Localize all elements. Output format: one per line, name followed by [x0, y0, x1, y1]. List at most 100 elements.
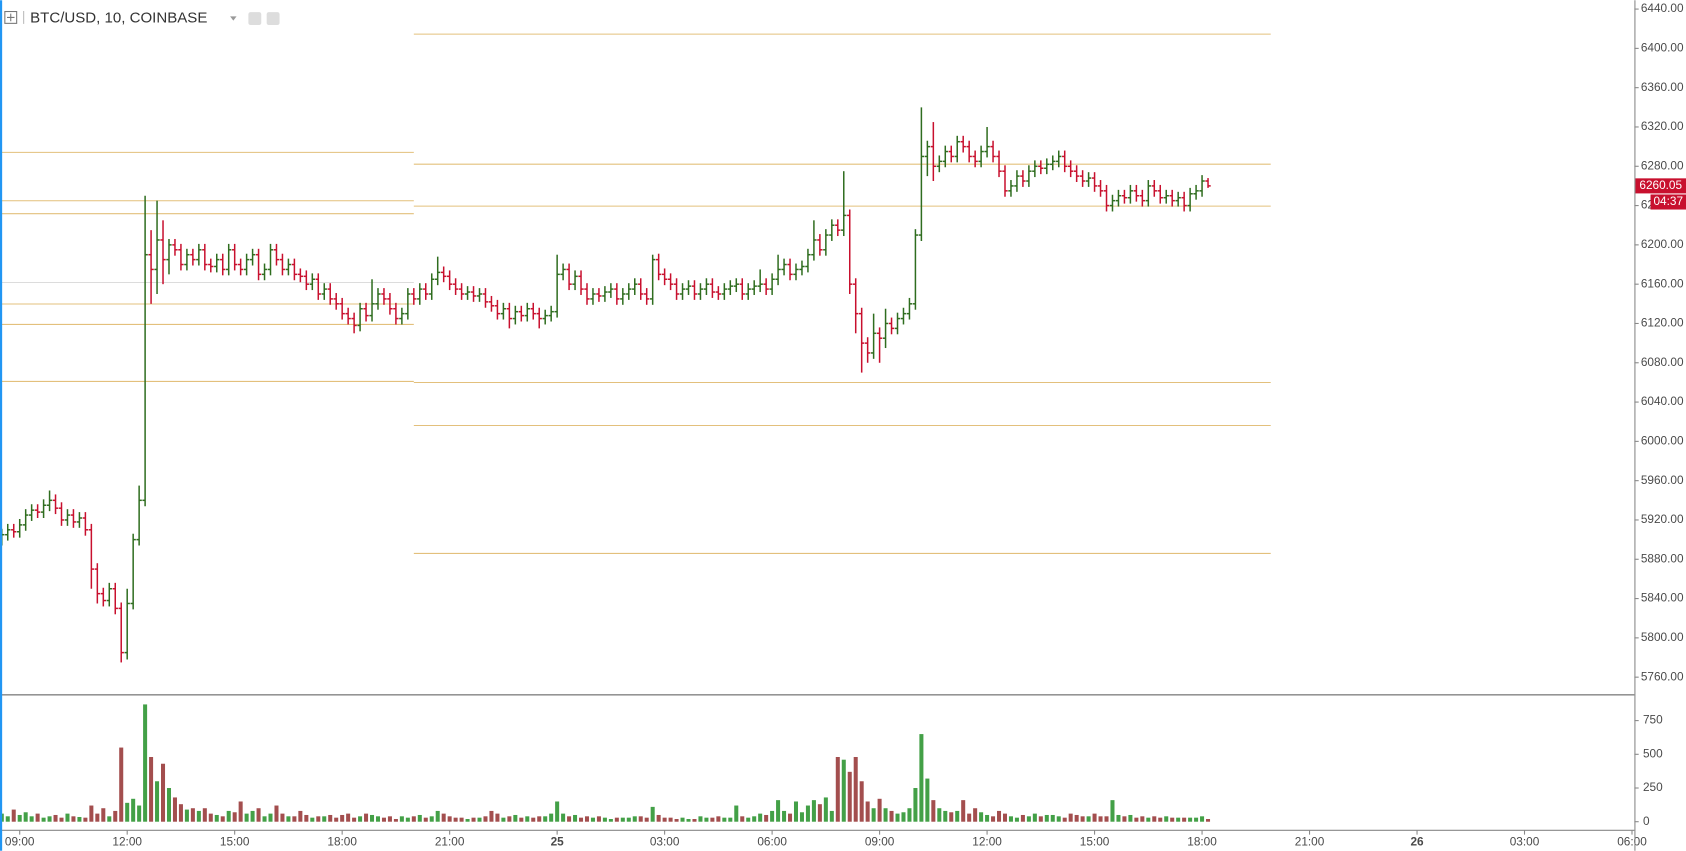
x-tick-label: 18:00	[1187, 834, 1217, 848]
volume-bar	[961, 800, 966, 822]
volume-bar	[829, 810, 834, 822]
volume-bar	[59, 817, 64, 822]
volume-bar	[202, 808, 207, 822]
volume-bar	[77, 816, 82, 822]
volume-bar	[1032, 813, 1037, 822]
volume-bar	[238, 801, 243, 822]
volume-bar	[1134, 817, 1139, 822]
volume-bar	[543, 816, 548, 822]
volume-bar	[274, 805, 279, 822]
volume-bar	[268, 813, 273, 822]
volume-bar	[1092, 813, 1097, 822]
volume-bar	[1182, 817, 1187, 822]
y-tick-label: 6200.00	[1641, 237, 1684, 251]
volume-bar	[328, 814, 333, 822]
volume-tick-label: 750	[1643, 713, 1663, 727]
volume-bar	[316, 816, 321, 822]
volume-bar	[1038, 816, 1043, 822]
volume-bar	[71, 816, 76, 822]
volume-bar	[525, 816, 530, 822]
y-tick-label: 6360.00	[1641, 80, 1684, 94]
y-tick-label: 6000.00	[1641, 433, 1684, 447]
volume-bar	[125, 802, 130, 822]
symbol-toolbar: BTC/USD, 10, COINBASE	[4, 9, 280, 26]
volume-bar	[734, 805, 739, 822]
volume-bar	[943, 810, 948, 822]
volume-bar	[393, 819, 398, 822]
x-tick-label: 03:00	[650, 834, 680, 848]
volume-bar	[799, 812, 804, 822]
volume-bar	[776, 800, 781, 822]
y-tick-label: 6280.00	[1641, 158, 1684, 172]
volume-bar	[650, 806, 655, 822]
volume-bar	[746, 817, 751, 822]
volume-bar	[131, 798, 136, 822]
volume-bar	[1020, 814, 1025, 822]
volume-bar	[758, 813, 763, 822]
volume-bar	[573, 814, 578, 822]
y-tick-label: 5760.00	[1641, 669, 1684, 683]
volume-bar	[113, 810, 118, 822]
dropdown-arrow[interactable]	[230, 16, 237, 21]
volume-bar	[477, 817, 482, 822]
volume-bar	[1152, 816, 1157, 822]
volume-bar	[208, 813, 213, 822]
x-tick-label: 21:00	[1295, 834, 1325, 848]
y-tick-label: 6120.00	[1641, 316, 1684, 330]
volume-bar	[596, 816, 601, 822]
volume-bar	[692, 819, 697, 822]
y-tick-label: 6160.00	[1641, 276, 1684, 290]
volume-bar	[835, 756, 840, 822]
volume-bar	[859, 781, 864, 822]
volume-bar	[1122, 816, 1127, 822]
symbol-title[interactable]: BTC/USD, 10, COINBASE	[30, 9, 207, 26]
x-tick-label: 06:00	[757, 834, 787, 848]
volume-bar	[220, 816, 225, 822]
volume-bar	[172, 797, 177, 822]
volume-bar	[674, 819, 679, 822]
volume-bar	[459, 817, 464, 822]
y-tick-label: 6320.00	[1641, 119, 1684, 133]
volume-bar	[698, 816, 703, 822]
volume-bar	[23, 812, 28, 822]
y-tick-label: 5880.00	[1641, 551, 1684, 565]
volume-bar	[143, 704, 148, 822]
volume-bar	[632, 816, 637, 822]
format-icon[interactable]	[266, 12, 280, 25]
volume-bar	[1080, 816, 1085, 822]
volume-bar	[764, 814, 769, 822]
volume-bar	[889, 810, 894, 822]
volume-bar	[877, 798, 882, 822]
x-tick-label: 06:00	[1617, 834, 1647, 848]
volume-bar	[602, 817, 607, 822]
volume-bar	[214, 814, 219, 822]
volume-bar	[1200, 816, 1205, 822]
volume-bar	[256, 808, 261, 822]
volume-bar	[83, 817, 88, 822]
volume-bar	[788, 813, 793, 822]
volume-bar	[722, 817, 727, 822]
volume-bar	[1194, 817, 1199, 822]
settings-icon[interactable]	[248, 12, 262, 25]
volume-bar	[817, 804, 822, 822]
x-tick-label: 03:00	[1510, 834, 1540, 848]
volume-bar	[453, 817, 458, 822]
volume-bar	[370, 814, 375, 822]
volume-bar	[871, 808, 876, 822]
volume-bar	[190, 808, 195, 822]
volume-bar	[782, 810, 787, 822]
volume-bar	[364, 813, 369, 822]
volume-bar	[35, 813, 40, 822]
volume-bar	[292, 816, 297, 822]
countdown-label: 04:37	[1653, 194, 1683, 208]
volume-bar	[381, 817, 386, 822]
volume-bar	[1206, 819, 1211, 822]
y-tick-label: 5840.00	[1641, 591, 1684, 605]
volume-bar	[411, 816, 416, 822]
volume-bar	[638, 816, 643, 822]
x-tick-label: 09:00	[5, 834, 35, 848]
x-tick-label: 15:00	[1080, 834, 1110, 848]
volume-bar	[1002, 813, 1008, 822]
volume-tick-label: 250	[1643, 780, 1663, 794]
